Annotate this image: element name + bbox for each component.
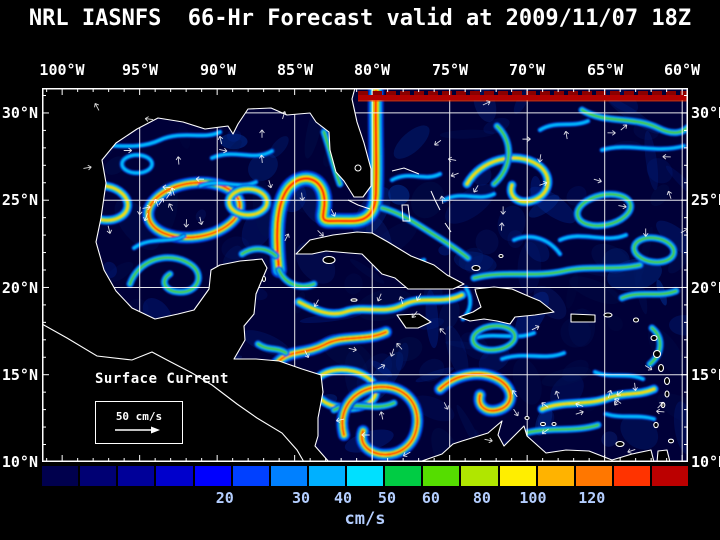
current-vector-arrows [83,100,688,457]
colorbar-segment [80,466,117,486]
map-frame [42,88,688,462]
current-scale-box: 50 cm/s [95,401,183,444]
lat-label: 25°N [1,191,38,209]
landmass-layer [42,88,675,462]
lon-label: 75°W [431,61,469,79]
colorbar-segment [194,466,231,486]
lat-label: 30°N [691,104,720,122]
lon-label: 100°W [39,61,85,79]
colorbar-segment [232,466,269,486]
colorbar-segment [423,466,460,486]
lon-label: 90°W [199,61,237,79]
colorbar-segment [42,466,79,486]
colorbar-segment [613,466,650,486]
lon-label: 65°W [586,61,624,79]
plot-title: NRL IASNFS 66-Hr Forecast valid at 2009/… [28,6,692,31]
current-speed-map [42,88,688,462]
colorbar-tick-label: 80 [472,489,491,507]
colorbar-tick-label: 40 [334,489,353,507]
colorbar-segment [385,466,422,486]
colorbar-segment [575,466,612,486]
colorbar-tick-label: 120 [578,489,606,507]
lat-label: 10°N [1,453,38,471]
colorbar-segment [652,466,689,486]
colorbar-segment [118,466,155,486]
colorbar-segment [347,466,384,486]
lon-label: 80°W [353,61,391,79]
lat-label: 25°N [691,191,720,209]
colorbar-tick-label: 20 [215,489,234,507]
bahamas-islands [391,167,452,233]
scale-value-label: 50 cm/s [115,409,163,423]
lat-label: 15°N [1,366,38,384]
pacific-coastline [42,323,305,462]
lon-label: 85°W [276,61,314,79]
colorbar-tick-label: 60 [421,489,440,507]
lon-label: 60°W [663,61,701,79]
colorbar-segment [270,466,307,486]
scale-arrow-icon [115,426,160,433]
colorbar-segment [156,466,193,486]
colorbar [42,466,689,486]
colorbar-tick-label: 30 [292,489,311,507]
colorbar-segment [461,466,498,486]
surface-current-label: Surface Current [95,371,229,387]
colorbar-unit: cm/s [344,509,386,529]
colorbar-segment [499,466,536,486]
lon-label: 95°W [121,61,159,79]
lat-label: 30°N [1,104,38,122]
lat-label: 20°N [1,279,38,297]
colorbar-tick-label: 50 [377,489,396,507]
lat-label: 15°N [691,366,720,384]
colorbar-segment [537,466,574,486]
lat-label: 10°N [691,453,720,471]
lat-label: 20°N [691,279,720,297]
model-boundary-artifact [358,91,688,102]
colorbar-tick-label: 100 [519,489,547,507]
colorbar-segment [308,466,345,486]
lon-label: 70°W [508,61,546,79]
